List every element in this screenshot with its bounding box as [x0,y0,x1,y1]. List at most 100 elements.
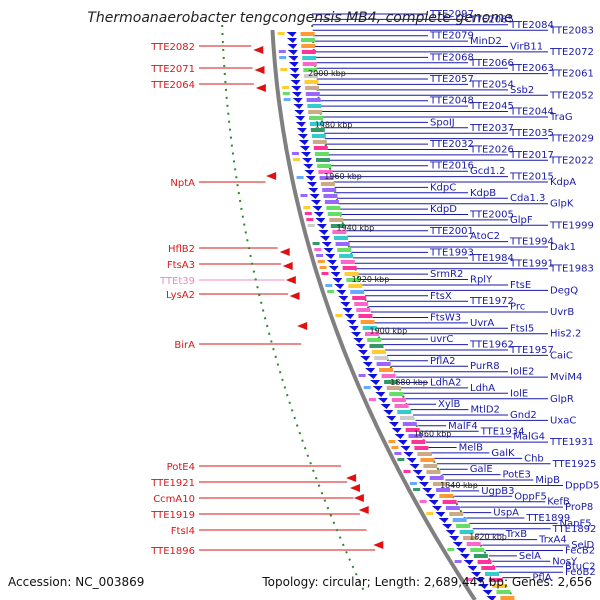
left-gene-labels: TTE2082 TTE2071 TTE2064 NptA HflB2 FtsA3 TTEt3… [150,42,195,557]
gene-category-block [436,488,451,492]
forward-gene-arrow [350,332,361,337]
gene-label-glpr: GlpR [550,394,574,405]
gene-category-block [419,500,427,503]
forward-gene-arrow [286,32,297,37]
gene-label-uvrc: uvrC [430,334,453,345]
gene-label-ugpb3: UgpB3 [481,486,514,497]
gene-category-block [367,338,382,342]
gene-label-tte1991: TTE1991 [509,258,554,269]
gene-label-tte2016: TTE2016 [429,161,474,172]
gene-label-mvim4: MviM4 [550,372,582,383]
forward-gene-arrow [438,518,449,523]
reverse-gene-arrow [358,506,369,514]
gene-category-block [301,44,316,48]
forward-gene-arrow [445,530,456,535]
gene-category-block [365,332,379,336]
gene-category-block [465,578,473,581]
gene-category-block [325,284,333,287]
gene-label-uvra: UvrA [470,318,494,329]
gene-category-block [311,134,326,138]
gene-category-block [413,488,421,491]
forward-gene-arrow [370,380,381,385]
gene-category-block [324,200,339,204]
forward-gene-arrow [365,368,376,373]
gene-label-tte2061: TTE2061 [549,69,594,80]
forward-gene-arrow [325,254,336,259]
gene-label-tte2079: TTE2079 [429,31,474,42]
gene-category-block [368,398,376,401]
gene-category-block [316,254,324,257]
gene-label-bira: BirA [174,340,195,351]
gene-category-block [293,158,300,161]
gene-label-tte1919: TTE1919 [150,510,195,521]
forward-gene-arrow [310,200,321,205]
gene-category-block [309,116,323,120]
gene-label-his2-2: His2.2 [550,329,581,340]
forward-gene-arrow [299,146,310,151]
gene-label-tte2032: TTE2032 [429,139,474,150]
gene-label-glpk: GlpK [550,199,574,210]
reverse-gene-arrow [266,172,277,180]
gene-category-block [426,470,441,474]
reverse-gene-arrow [253,46,264,54]
gene-label-tte1899: TTE1899 [525,513,570,524]
gene-label-tte1925: TTE1925 [552,459,597,470]
gene-category-block [313,146,328,150]
gene-label-tte2037: TTE2037 [469,123,514,134]
gene-label-tte1957: TTE1957 [509,345,554,356]
forward-gene-arrow [353,338,364,343]
gene-label-malf4: MalF4 [448,421,478,432]
gene-label-npta: NptA [170,178,195,189]
gene-category-block [356,308,371,312]
gene-label-galk: GalK [491,448,515,459]
gene-label-tte2057: TTE2057 [429,74,474,85]
forward-gene-arrow [377,398,388,403]
forward-gene-arrow [486,596,497,600]
forward-gene-arrow [292,98,303,103]
gene-label-tte2048: TTE2048 [429,96,474,107]
forward-gene-arrow [308,188,319,193]
gene-category-block [379,368,394,372]
kbp-marker-label: 1940 kbp [337,224,375,233]
gene-category-block [305,86,320,90]
gene-category-block [309,122,324,126]
gene-category-block [335,242,350,246]
gene-label-tte2044: TTE2044 [509,107,554,118]
gene-category-block [388,440,396,443]
forward-gene-arrow [296,128,307,133]
forward-gene-arrow [383,410,394,415]
gene-category-block [354,302,369,306]
gene-label-tte2035: TTE2035 [509,128,554,139]
genome-backbone [270,29,477,600]
reverse-gene-arrow [285,276,296,284]
gene-category-block [417,452,432,456]
gene-label-sela: SelA [519,551,541,562]
gene-category-block [466,542,481,546]
gene-category-block [310,128,325,132]
gene-category-block [414,446,429,450]
forward-gene-arrow [425,494,436,499]
gene-label-tte2082: TTE2082 [150,42,195,53]
forward-gene-arrow [294,110,305,115]
forward-gene-arrow [452,542,463,547]
forward-gene-arrow [346,320,357,325]
gene-category-block [477,560,492,564]
forward-gene-arrow [316,224,327,229]
gene-category-block [429,476,444,480]
gene-category-block [391,398,406,402]
gene-label-ftsi4: FtsI4 [171,526,195,537]
gene-label-trag: TraG [549,112,573,123]
gene-category-block [323,194,338,198]
gene-category-block [420,458,435,462]
forward-gene-arrow [435,512,446,517]
gene-label-tte1983: TTE1983 [549,264,594,275]
gene-category-block [319,176,334,180]
gene-category-block [473,554,488,558]
genome-backbone-line [270,29,477,600]
gene-label-purr8: PurR8 [470,361,500,372]
gene-category-block [302,62,317,66]
gene-category-block [447,548,455,551]
gene-category-block [300,32,315,36]
forward-gene-arrow [328,266,339,271]
